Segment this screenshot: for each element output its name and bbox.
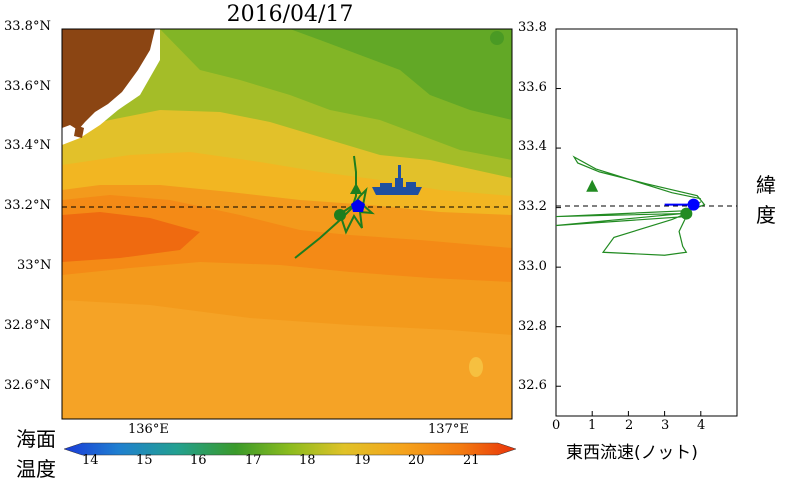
side-y-tick: 32.6 <box>518 378 547 393</box>
side-x-tick: 2 <box>625 418 634 433</box>
side-x-axis-label: 東西流速(ノット) <box>566 443 698 463</box>
side-x-tick: 0 <box>552 418 561 433</box>
colorbar-label: 海面温度 <box>16 427 56 481</box>
map-frame <box>61 28 513 420</box>
lon-label: 136°E <box>128 422 169 437</box>
lat-label: 33.4°N <box>4 138 51 153</box>
vessel-position-marker <box>351 199 365 212</box>
side-x-tick: 4 <box>697 418 706 433</box>
lat-label: 32.6°N <box>4 378 51 393</box>
side-y-tick: 32.8 <box>518 319 547 334</box>
colorbar-tick: 18 <box>299 453 316 468</box>
lat-label: 32.8°N <box>4 318 51 333</box>
lat-label: 33.8°N <box>4 19 51 34</box>
side-series-line <box>555 155 706 256</box>
side-x-tick: 1 <box>588 418 597 433</box>
colorbar-tick: 16 <box>190 453 207 468</box>
land-mass <box>62 29 155 130</box>
side-circle-marker <box>687 198 700 211</box>
lat-label: 33.2°N <box>4 198 51 213</box>
side-y-tick: 33.4 <box>518 139 547 154</box>
side-y-axis-label: 緯度 <box>756 173 776 227</box>
side-y-tick: 33.2 <box>518 199 547 214</box>
side-y-tick: 33.6 <box>518 80 547 95</box>
side-plot <box>555 28 738 417</box>
side-triangle-marker <box>586 179 599 192</box>
ship-icon <box>372 165 422 195</box>
lat-label: 33°N <box>17 258 52 273</box>
lat-label: 33.6°N <box>4 79 51 94</box>
colorbar-tick: 14 <box>82 453 99 468</box>
colorbar <box>63 442 517 456</box>
side-x-tick: 3 <box>661 418 670 433</box>
sst-field <box>62 29 512 419</box>
start-marker <box>350 183 362 194</box>
lon-label: 137°E <box>428 422 469 437</box>
current-marker <box>334 209 346 221</box>
colorbar-tick: 20 <box>408 453 425 468</box>
colorbar-tick: 21 <box>463 453 480 468</box>
colorbar-tick: 19 <box>354 453 371 468</box>
map-title: 2016/04/17 <box>226 2 354 27</box>
colorbar-tick: 15 <box>136 453 153 468</box>
side-y-tick: 33.0 <box>518 259 547 274</box>
colorbar-tick: 17 <box>245 453 262 468</box>
side-y-tick: 33.8 <box>518 20 547 35</box>
side-circle-marker <box>680 207 693 220</box>
